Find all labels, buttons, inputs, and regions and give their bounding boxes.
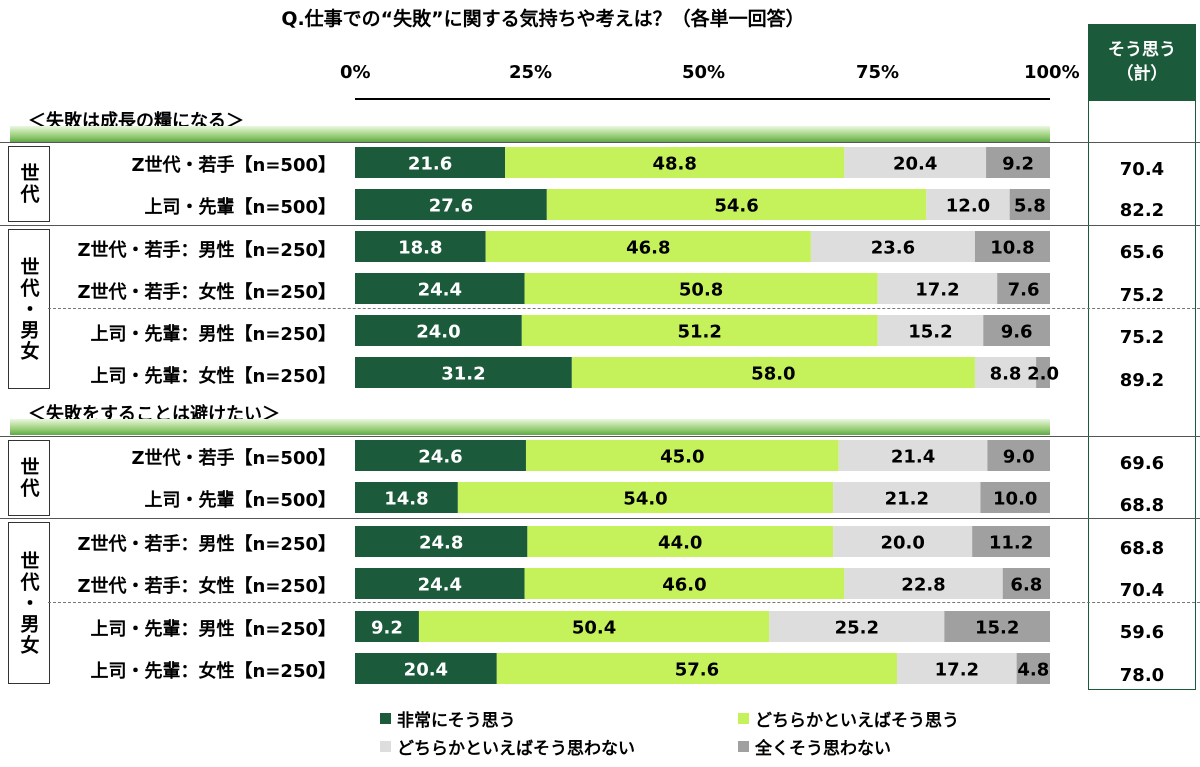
- data-label: 46.0: [662, 575, 706, 596]
- data-label: 27.6: [429, 196, 473, 217]
- data-label: 21.2: [885, 489, 929, 510]
- data-label: 7.6: [1008, 280, 1040, 301]
- data-label: 24.0: [416, 322, 460, 343]
- data-label: 15.2: [975, 618, 1019, 639]
- legend-label: どちらかといえばそう思わない: [397, 734, 635, 759]
- data-label: 20.4: [893, 154, 937, 175]
- data-label: 9.2: [371, 618, 403, 639]
- data-label: 4.8: [1017, 660, 1049, 681]
- data-label: 15.2: [908, 322, 952, 343]
- data-label: 20.0: [880, 533, 924, 554]
- data-label: 18.8: [398, 238, 442, 259]
- legend-item: 全くそう思わない: [738, 734, 891, 759]
- legend-swatch: [738, 741, 749, 752]
- data-label: 14.8: [384, 489, 428, 510]
- data-label: 2.0: [1027, 364, 1059, 385]
- data-label: 10.0: [993, 489, 1037, 510]
- data-label: 24.8: [419, 533, 463, 554]
- data-label: 50.8: [679, 280, 723, 301]
- data-label: 6.8: [1010, 575, 1042, 596]
- data-label: 31.2: [441, 364, 485, 385]
- data-label: 50.4: [572, 618, 616, 639]
- data-label: 12.0: [946, 196, 990, 217]
- legend-swatch: [738, 713, 749, 724]
- data-label: 54.0: [623, 489, 667, 510]
- data-label: 20.4: [404, 660, 448, 681]
- legend-item: どちらかといえばそう思わない: [380, 734, 635, 759]
- data-label: 21.6: [408, 154, 452, 175]
- data-label: 10.8: [990, 238, 1034, 259]
- data-label: 24.4: [418, 280, 462, 301]
- data-label: 45.0: [660, 447, 704, 468]
- data-label: 5.8: [1014, 196, 1046, 217]
- data-label: 17.2: [935, 660, 979, 681]
- data-label: 21.4: [891, 447, 935, 468]
- legend-swatch: [380, 741, 391, 752]
- data-label: 17.2: [915, 280, 959, 301]
- data-label: 23.6: [871, 238, 915, 259]
- data-label: 22.8: [901, 575, 945, 596]
- data-label: 46.8: [626, 238, 670, 259]
- legend-item: 非常にそう思う: [380, 706, 516, 731]
- data-label: 48.8: [652, 154, 696, 175]
- legend-swatch: [380, 713, 391, 724]
- data-label: 58.0: [751, 364, 795, 385]
- legend-item: どちらかといえばそう思う: [738, 706, 959, 731]
- data-label: 57.6: [675, 660, 719, 681]
- data-label: 8.8: [990, 364, 1022, 385]
- data-label: 24.6: [418, 447, 462, 468]
- data-label: 44.0: [658, 533, 702, 554]
- legend-label: 非常にそう思う: [397, 706, 516, 731]
- data-label: 25.2: [835, 618, 879, 639]
- data-label: 9.2: [1002, 154, 1034, 175]
- data-label: 9.0: [1003, 447, 1035, 468]
- legend-label: どちらかといえばそう思う: [755, 706, 959, 731]
- legend-label: 全くそう思わない: [755, 734, 891, 759]
- data-label: 51.2: [678, 322, 722, 343]
- data-label: 11.2: [989, 533, 1033, 554]
- data-label: 54.6: [714, 196, 758, 217]
- data-label: 24.4: [418, 575, 462, 596]
- data-label: 9.6: [1001, 322, 1033, 343]
